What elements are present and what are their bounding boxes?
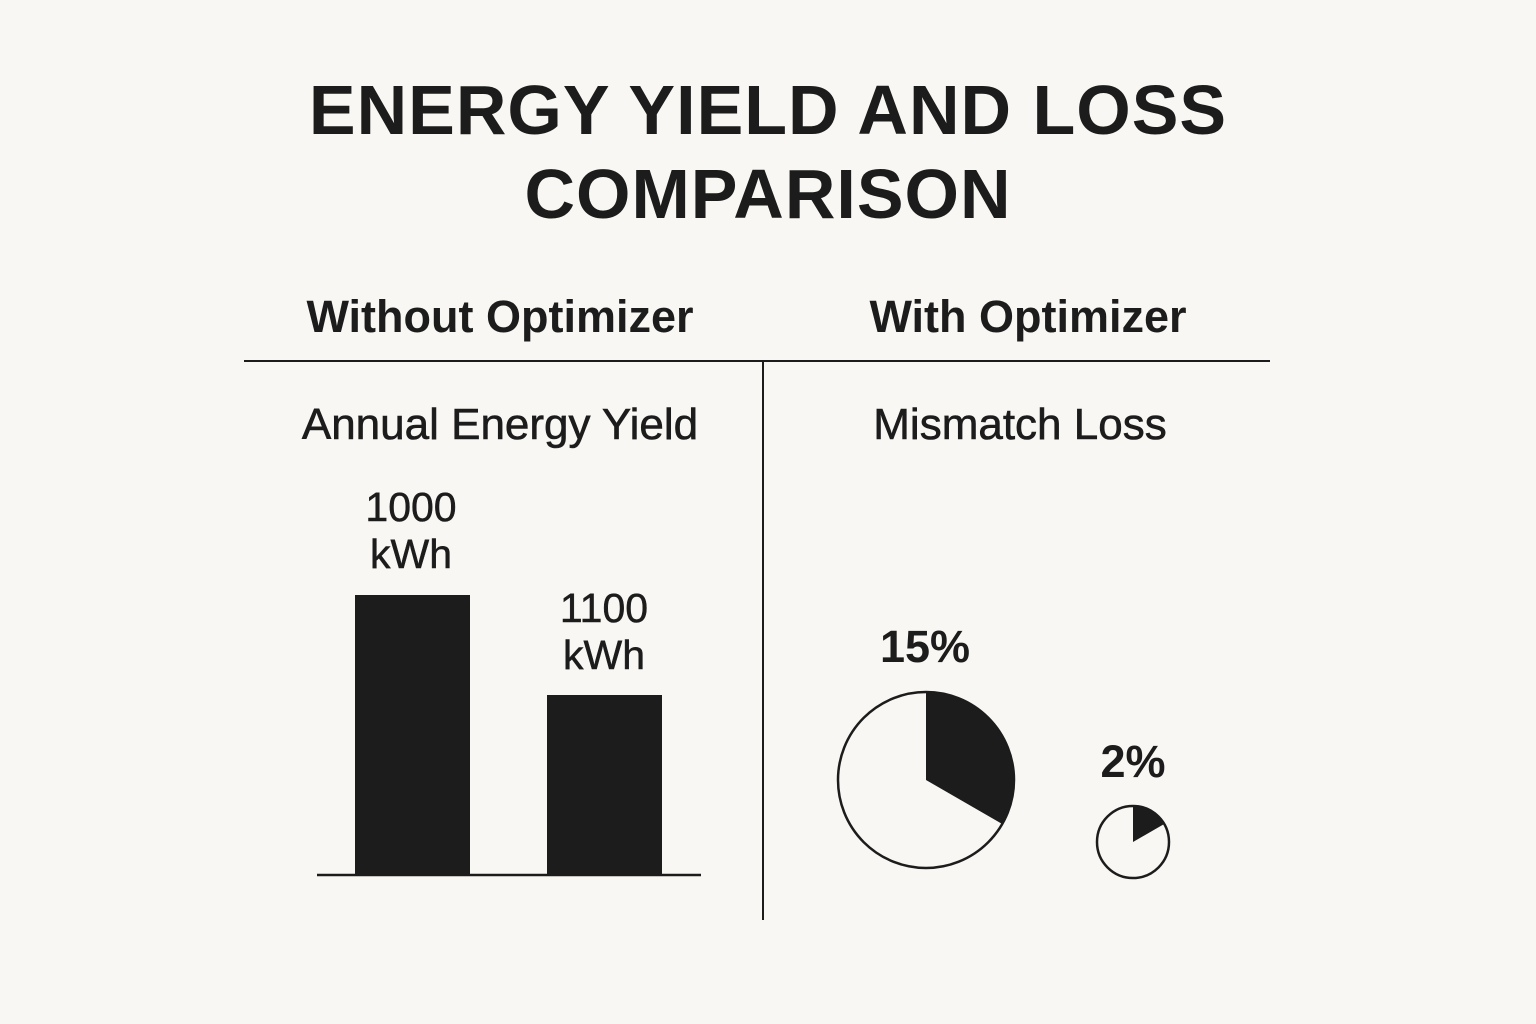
mismatch-loss-slice-with-optimizer bbox=[1133, 806, 1165, 842]
mismatch-loss-pies: 15% 2% bbox=[836, 621, 1171, 880]
energy-yield-unit-with-optimizer: kWh bbox=[563, 632, 645, 678]
mismatch-loss-value-with-optimizer: 2% bbox=[1100, 736, 1165, 787]
column-header-without-optimizer: Without Optimizer bbox=[306, 291, 694, 342]
energy-yield-bar-with-optimizer bbox=[547, 695, 662, 875]
chart-title-line-2: COMPARISON bbox=[524, 155, 1012, 233]
mismatch-loss-slice-without-optimizer bbox=[926, 692, 1014, 824]
mismatch-loss-chart-title: Mismatch Loss bbox=[873, 400, 1167, 450]
energy-yield-value-with-optimizer: 1100 bbox=[560, 585, 648, 631]
mismatch-loss-value-without-optimizer: 15% bbox=[880, 621, 970, 672]
energy-yield-chart-title: Annual Energy Yield bbox=[301, 400, 699, 450]
chart-title-line-1: ENERGY YIELD AND LOSS bbox=[308, 71, 1228, 149]
column-header-with-optimizer: With Optimizer bbox=[869, 291, 1187, 342]
energy-yield-value-without-optimizer: 1000 bbox=[365, 484, 456, 530]
energy-yield-unit-without-optimizer: kWh bbox=[370, 531, 452, 577]
energy-yield-bar-without-optimizer bbox=[355, 595, 470, 875]
